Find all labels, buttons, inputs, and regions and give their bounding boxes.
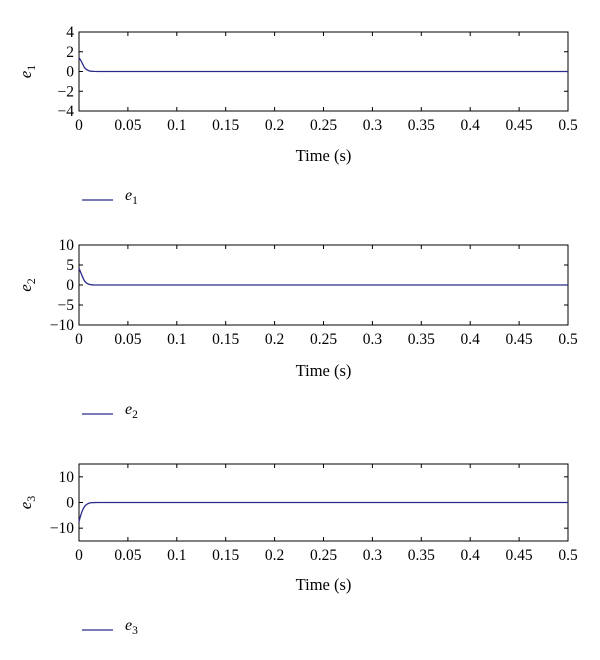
- chart-3-y-axis-label: e3: [16, 496, 38, 510]
- chart-2-xtick-label-10: 0.5: [558, 331, 578, 348]
- chart-3-xtick-label-3: 0.15: [212, 547, 239, 564]
- chart-3-xtick-label-2: 0.1: [167, 547, 186, 564]
- chart-1-ytick-label-1: 2: [66, 44, 74, 61]
- chart-2-series-line-1: [78, 267, 568, 286]
- chart-panel-3: 0 0.05 0.1 0.15 0.2 0.25 0.3 0.35 0.4 0.45 0.5100−…: [16, 463, 578, 637]
- chart-2-ytick-label-4: −10: [50, 317, 74, 334]
- chart-1-ytick-label-2: 0: [66, 64, 74, 81]
- chart-2-xtick-label-4: 0.2: [265, 331, 284, 348]
- chart-1-xtick-label-1: 0.05: [114, 117, 141, 134]
- chart-2-xtick-label-6: 0.3: [363, 331, 383, 348]
- chart-3-x-axis-label: Time (s): [296, 575, 352, 594]
- chart-3-ytick-label-0: 10: [59, 469, 75, 486]
- chart-3-ytick-label-1: 0: [66, 495, 74, 512]
- chart-2-ytick-label-3: −5: [58, 297, 75, 314]
- chart-2-ytick-label-0: 10: [59, 237, 75, 254]
- chart-1-ytick-label-3: −2: [58, 83, 75, 100]
- chart-2-x-axis-label: Time (s): [296, 361, 352, 380]
- chart-1-xtick-label-10: 0.5: [558, 117, 578, 134]
- chart-1-ytick-label-0: 4: [66, 24, 74, 41]
- chart-2-ytick-label-1: 5: [66, 257, 74, 274]
- chart-3-xtick-label-4: 0.2: [265, 547, 284, 564]
- chart-1-xtick-label-0: 0: [75, 117, 83, 134]
- chart-2-y-axis-label: e2: [16, 278, 38, 292]
- chart-panel-1: 0 0.05 0.1 0.15 0.2 0.25 0.3 0.35 0.4 0.45 0.5420−…: [16, 24, 578, 207]
- chart-2-xtick-label-9: 0.45: [506, 331, 533, 348]
- chart-1-xtick-label-6: 0.3: [363, 117, 383, 134]
- chart-panel-2: 0 0.05 0.1 0.15 0.2 0.25 0.3 0.35 0.4 0.45 0.5 10 5 0…: [16, 237, 578, 421]
- chart-3-xtick-label-8: 0.4: [461, 547, 481, 564]
- chart-3-series-line-1: [78, 501, 568, 522]
- chart-3-xtick-label-7: 0.35: [408, 547, 435, 564]
- chart-1-y-axis-label: e1: [16, 65, 38, 79]
- chart-3-xtick-label-10: 0.5: [558, 547, 578, 564]
- chart-1-xtick-label-8: 0.4: [461, 117, 481, 134]
- chart-1-ytick-label-4: −4: [58, 103, 75, 120]
- chart-1-x-axis-label: Time (s): [296, 146, 352, 165]
- chart-2-xtick-label-2: 0.1: [167, 331, 186, 348]
- chart-3-xtick-label-0: 0: [75, 547, 83, 564]
- chart-2-legend-label-1: e2: [125, 401, 138, 421]
- chart-2-xtick-label-7: 0.35: [408, 331, 435, 348]
- chart-1-xtick-label-4: 0.2: [265, 117, 284, 134]
- chart-1-series-line-1: [78, 57, 568, 73]
- chart-2-xtick-label-1: 0.05: [114, 331, 141, 348]
- chart-2-xtick-label-8: 0.4: [461, 331, 481, 348]
- chart-1-xtick-label-5: 0.25: [310, 117, 337, 134]
- chart-2-xtick-label-0: 0: [75, 331, 83, 348]
- chart-3-xtick-label-5: 0.25: [310, 547, 337, 564]
- chart-3-xtick-label-1: 0.05: [114, 547, 141, 564]
- chart-1-xtick-label-2: 0.1: [167, 117, 186, 134]
- chart-3-ytick-label-2: −10: [50, 520, 74, 537]
- chart-1-xtick-label-7: 0.35: [408, 117, 435, 134]
- chart-3-xtick-label-6: 0.3: [363, 547, 383, 564]
- chart-1-legend-label-1: e1: [125, 187, 138, 207]
- chart-3-legend-label-1: e3: [125, 617, 138, 637]
- chart-1-xtick-label-9: 0.45: [506, 117, 533, 134]
- chart-2-xtick-label-3: 0.15: [212, 331, 239, 348]
- chart-3-xtick-label-9: 0.45: [506, 547, 533, 564]
- chart-2-ytick-label-2: 0: [66, 277, 74, 294]
- chart-1-xtick-label-3: 0.15: [212, 117, 239, 134]
- chart-2-xtick-label-5: 0.25: [310, 331, 337, 348]
